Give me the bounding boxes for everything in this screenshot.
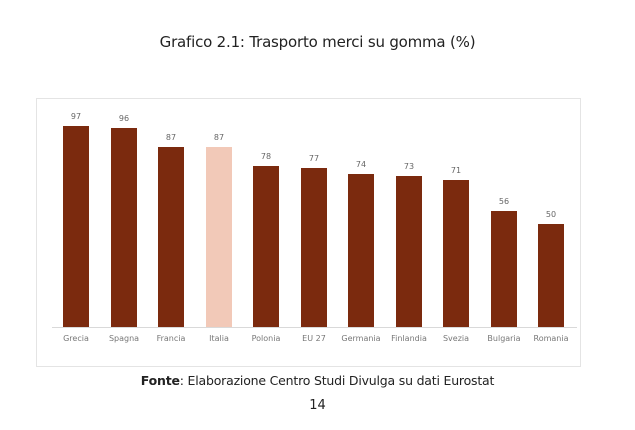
category-label: Grecia <box>63 334 89 343</box>
page-number: 14 <box>309 398 326 413</box>
category-label: Svezia <box>442 334 470 343</box>
bar-eu-27 <box>301 168 327 327</box>
category-label: Spagna <box>108 334 140 343</box>
chart-title: Grafico 2.1: Trasporto merci su gomma (%… <box>159 33 476 51</box>
bar-spagna <box>111 128 137 327</box>
value-label: 97 <box>70 112 82 121</box>
category-label: EU 27 <box>302 334 326 343</box>
bar-svezia <box>443 180 469 327</box>
category-label: Francia <box>156 334 186 343</box>
category-label: Polonia <box>251 334 281 343</box>
source-note: Fonte: Elaborazione Centro Studi Divulga… <box>0 373 635 388</box>
value-label: 87 <box>165 133 177 142</box>
bar-polonia <box>253 166 279 327</box>
bar-grecia <box>63 126 89 327</box>
value-label: 50 <box>545 210 557 219</box>
value-label: 78 <box>260 152 272 161</box>
value-label: 87 <box>213 133 225 142</box>
category-label: Finlandia <box>391 334 427 343</box>
source-text: : Elaborazione Centro Studi Divulga su d… <box>179 373 495 388</box>
value-label: 73 <box>403 162 415 171</box>
bar-bulgaria <box>491 211 517 327</box>
x-axis-line <box>52 327 577 328</box>
bar-germania <box>348 174 374 327</box>
category-label: Bulgaria <box>487 334 521 343</box>
category-label: Romania <box>533 334 569 343</box>
value-label: 96 <box>118 114 130 123</box>
source-label: Fonte <box>140 373 180 388</box>
bar-romania <box>538 224 564 327</box>
category-label: Italia <box>209 334 229 343</box>
value-label: 71 <box>450 166 462 175</box>
value-label: 77 <box>308 154 320 163</box>
bar-finlandia <box>396 176 422 327</box>
bar-francia <box>158 147 184 327</box>
bar-italia <box>206 147 232 327</box>
value-label: 56 <box>498 197 510 206</box>
category-label: Germania <box>341 334 381 343</box>
value-label: 74 <box>355 160 367 169</box>
